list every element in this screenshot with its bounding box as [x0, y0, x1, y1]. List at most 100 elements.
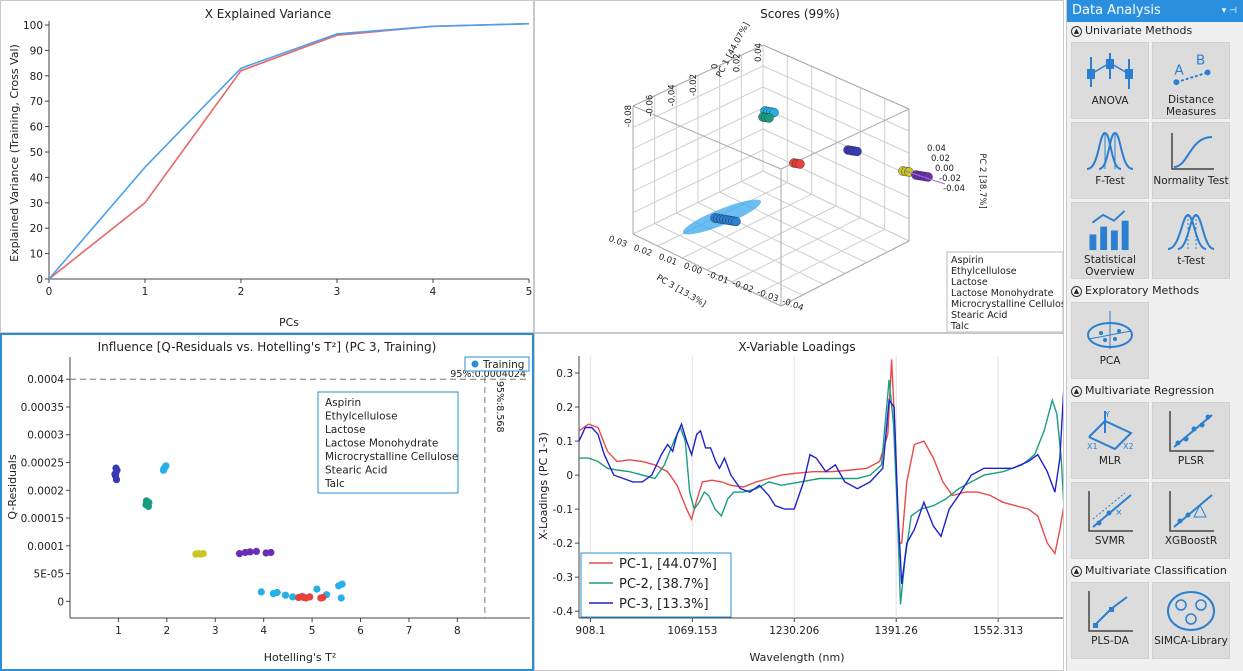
training-legend-frame [464, 356, 530, 372]
tool-button-svmr[interactable]: × SVMR [1071, 482, 1149, 559]
section-header[interactable]: ▲ Multivariate Regression [1067, 382, 1243, 400]
tool-label: SIMCA-Library [1154, 635, 1228, 647]
score-point [731, 216, 741, 227]
tool-list: ▲ Univariate Methods ANOVA A B Distance Measu… [1067, 22, 1243, 662]
legend-item: Microcrystalline Cellulose [951, 299, 1064, 310]
data-analysis-panel: Data Analysis ▾ ⊣ ▲ Univariate Methods ANO… [1066, 0, 1243, 671]
legend-item: Talc [324, 478, 345, 490]
plsr-icon [1169, 411, 1214, 452]
influence-point [199, 550, 207, 558]
pc3-tick-label: -0.03 [756, 288, 780, 305]
svg-text:B: B [1196, 53, 1205, 69]
tool-button-mlr[interactable]: Y X1 X2 MLR [1071, 402, 1149, 479]
pc1-tick-label: -0.06 [646, 95, 656, 117]
loadings-panel[interactable]: X-Variable Loadings 0.3 0.2 0.1 0 -0.1 -0.2 -0.… [534, 333, 1064, 671]
influence-point [289, 593, 297, 601]
y-tick-label: -0.3 [553, 572, 574, 584]
legend-item: PC-2, [38.7%] [619, 577, 709, 592]
tool-label: PCA [1099, 355, 1121, 367]
influence-point [337, 594, 345, 602]
legend-item: Lactose [325, 424, 366, 436]
section-header[interactable]: ▲ Exploratory Methods [1067, 282, 1243, 300]
tool-button-pls-da[interactable]: PLS-DA [1071, 582, 1149, 659]
tool-button-simca-library[interactable]: SIMCA-Library [1152, 582, 1230, 659]
influence-point [111, 470, 119, 478]
section-label: Multivariate Regression [1085, 384, 1215, 397]
pc1-tick-label: -0.02 [689, 74, 699, 96]
tool-button-normality-test[interactable]: Normality Test [1152, 122, 1230, 199]
influence-point [257, 588, 265, 596]
ttest-icon [1167, 213, 1215, 250]
svg-text:X1: X1 [1087, 442, 1098, 451]
tool-label: PLS-DA [1091, 635, 1129, 647]
tool-button-f-test[interactable]: F-Test [1071, 122, 1149, 199]
collapse-chevron-icon[interactable]: ▲ [1071, 285, 1082, 297]
xgb-icon [1169, 491, 1214, 532]
chart-title: Scores (99%) [760, 7, 840, 21]
y-tick-label: 0.1 [556, 436, 573, 448]
tool-label: Normality Test [1153, 175, 1229, 187]
collapse-chevron-icon[interactable]: ▲ [1071, 385, 1082, 397]
tool-button-distance-measures[interactable]: A B Distance Measures [1152, 42, 1230, 119]
collapse-chevron-icon[interactable]: ▲ [1071, 25, 1082, 37]
loadings-chart: X-Variable Loadings 0.3 0.2 0.1 0 -0.1 -0.2 -0.… [537, 340, 1063, 664]
y-tick-label: 70 [30, 96, 43, 108]
scores-3d-panel[interactable]: Scores (99%) -0.08 -0.06 -0.04 -0.02 0 0.02 0.0… [534, 0, 1064, 333]
influence-point [160, 465, 168, 473]
tool-button-anova[interactable]: ANOVA [1071, 42, 1149, 119]
tool-button-xgboostr[interactable]: XGBoostR [1152, 482, 1230, 559]
tool-label: PLSR [1177, 455, 1205, 467]
legend-item: Aspirin [951, 255, 984, 266]
pc1-tick-label: -0.04 [667, 84, 677, 106]
y-tick-label: -0.2 [553, 538, 574, 550]
legend-item: PC-3, [13.3%] [619, 597, 709, 612]
influence-point [313, 585, 321, 593]
score-point [764, 113, 774, 123]
tool-button-pca[interactable]: PCA [1071, 302, 1149, 379]
influence-panel[interactable]: Influence [Q-Residuals vs. Hotelling's T… [0, 333, 534, 671]
section-header[interactable]: ▲ Univariate Methods [1067, 22, 1243, 40]
x-tick-label: 7 [406, 625, 413, 637]
x-tick-label: 5 [526, 286, 533, 298]
y-tick-label: -0.1 [553, 504, 574, 516]
y-tick-label: 90 [30, 45, 43, 57]
tool-grid: PLS-DA SIMCA-Library [1067, 580, 1243, 662]
influence-point [246, 548, 254, 556]
x-axis-label: Wavelength (nm) [749, 651, 844, 664]
pc2-tick-label: 0.04 [927, 144, 946, 154]
tool-button-t-test[interactable]: t-Test [1152, 202, 1230, 279]
pc3-tick-label: 0.02 [632, 243, 653, 259]
legend-frame [317, 391, 459, 494]
section-header[interactable]: ▲ Multivariate Classification [1067, 562, 1243, 580]
legend-item: Ethylcellulose [951, 266, 1017, 277]
y-tick-label: 0.00015 [21, 513, 64, 525]
y-axis-label: Q-Residuals [6, 454, 19, 519]
legend-item: Talc [950, 321, 969, 332]
svg-text:X2: X2 [1123, 442, 1134, 451]
tool-label: F-Test [1095, 175, 1125, 187]
influence-point [319, 593, 327, 602]
section-label: Exploratory Methods [1085, 284, 1200, 297]
legend-item: Lactose Monohydrate [951, 288, 1054, 299]
loadings-legend: PC-1, [44.07%] PC-2, [38.7%] PC-3, [13.3%] [580, 552, 732, 618]
chart-title: X-Variable Loadings [738, 340, 855, 354]
legend-item: Stearic Acid [951, 310, 1007, 321]
pc2-tick-label: 0.02 [931, 154, 950, 164]
y-tick-label: 0.0004 [27, 374, 64, 386]
influence-point [252, 547, 260, 555]
x-tick-label: 5 [309, 625, 316, 637]
anova-icon [1087, 53, 1133, 89]
svmr-icon: × [1088, 491, 1133, 532]
tool-button-statistical-overview[interactable]: Statistical Overview [1071, 202, 1149, 279]
collapse-chevron-icon[interactable]: ▲ [1071, 565, 1082, 577]
tool-button-plsr[interactable]: PLSR [1152, 402, 1230, 479]
plsda-icon [1088, 591, 1133, 632]
y-tick-label: 0 [57, 596, 64, 608]
stats-icon [1089, 210, 1129, 251]
svg-text:A: A [1174, 62, 1184, 78]
explained-variance-panel[interactable]: X Explained Variance 0 10 20 30 40 50 60 70 80 90 1… [0, 0, 534, 333]
y-tick-label: 100 [23, 20, 43, 32]
legend-item: Microcrystalline Cellulose [325, 451, 458, 463]
tool-label: Statistical Overview [1084, 254, 1136, 278]
pin-icon[interactable]: ▾ ⊣ [1221, 6, 1237, 16]
